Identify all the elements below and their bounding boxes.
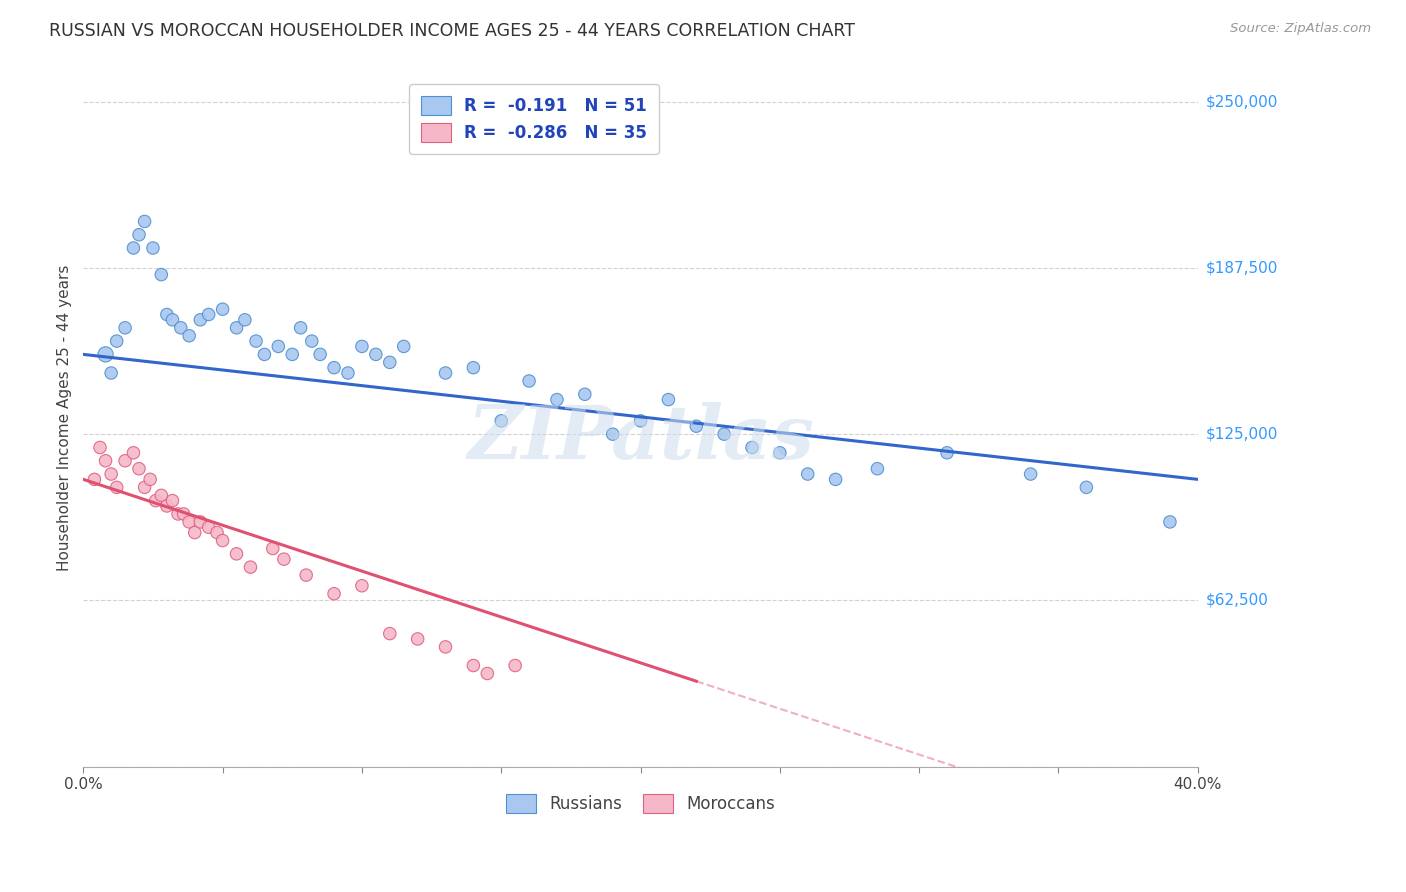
Text: ZIPatlas: ZIPatlas [467, 402, 814, 475]
Point [211, 533, 233, 548]
Point [1076, 480, 1098, 494]
Point [150, 488, 173, 502]
Point [936, 446, 959, 460]
Point [517, 374, 540, 388]
Point [350, 339, 373, 353]
Point [145, 493, 167, 508]
Point [100, 366, 122, 380]
Point [114, 454, 136, 468]
Point [602, 427, 624, 442]
Text: $125,000: $125,000 [1206, 426, 1278, 442]
Point [301, 334, 323, 348]
Point [309, 347, 332, 361]
Point [139, 472, 162, 486]
Point [105, 334, 128, 348]
Point [225, 320, 247, 334]
Point [489, 414, 512, 428]
Point [167, 507, 190, 521]
Point [197, 520, 219, 534]
Point [406, 632, 429, 646]
Legend: Russians, Moroccans: Russians, Moroccans [495, 782, 786, 824]
Point [741, 441, 763, 455]
Point [337, 366, 360, 380]
Point [205, 525, 228, 540]
Point [713, 427, 735, 442]
Point [114, 320, 136, 334]
Point [245, 334, 267, 348]
Point [364, 347, 387, 361]
Point [150, 268, 173, 282]
Y-axis label: Householder Income Ages 25 - 44 years: Householder Income Ages 25 - 44 years [58, 264, 72, 571]
Point [392, 339, 415, 353]
Point [434, 366, 457, 380]
Point [162, 313, 184, 327]
Point [128, 227, 150, 242]
Point [323, 587, 346, 601]
Text: RUSSIAN VS MOROCCAN HOUSEHOLDER INCOME AGES 25 - 44 YEARS CORRELATION CHART: RUSSIAN VS MOROCCAN HOUSEHOLDER INCOME A… [49, 22, 855, 40]
Point [630, 414, 652, 428]
Point [290, 320, 312, 334]
Point [184, 525, 207, 540]
Point [233, 313, 256, 327]
Point [128, 461, 150, 475]
Point [323, 360, 346, 375]
Point [769, 446, 792, 460]
Point [262, 541, 284, 556]
Point [434, 640, 457, 654]
Point [94, 454, 117, 468]
Point [134, 480, 156, 494]
Text: Source: ZipAtlas.com: Source: ZipAtlas.com [1230, 22, 1371, 36]
Point [134, 214, 156, 228]
Point [179, 328, 201, 343]
Point [657, 392, 679, 407]
Point [105, 480, 128, 494]
Point [503, 658, 526, 673]
Point [1019, 467, 1042, 481]
Point [188, 515, 211, 529]
Point [188, 313, 211, 327]
Point [378, 626, 401, 640]
Point [685, 419, 707, 434]
Point [546, 392, 568, 407]
Point [94, 347, 117, 361]
Point [156, 499, 179, 513]
Point [156, 308, 179, 322]
Point [197, 308, 219, 322]
Point [89, 441, 111, 455]
Point [866, 461, 889, 475]
Text: $62,500: $62,500 [1206, 593, 1270, 607]
Point [142, 241, 165, 255]
Text: $250,000: $250,000 [1206, 95, 1278, 109]
Point [122, 241, 145, 255]
Point [574, 387, 596, 401]
Point [83, 472, 105, 486]
Point [211, 302, 233, 317]
Text: $187,500: $187,500 [1206, 260, 1278, 276]
Point [267, 339, 290, 353]
Point [239, 560, 262, 574]
Point [170, 320, 193, 334]
Point [796, 467, 818, 481]
Point [463, 658, 485, 673]
Point [253, 347, 276, 361]
Point [122, 446, 145, 460]
Point [378, 355, 401, 369]
Point [179, 515, 201, 529]
Point [162, 493, 184, 508]
Point [477, 666, 499, 681]
Point [463, 360, 485, 375]
Point [225, 547, 247, 561]
Point [173, 507, 195, 521]
Point [281, 347, 304, 361]
Point [350, 579, 373, 593]
Point [273, 552, 295, 566]
Point [100, 467, 122, 481]
Point [295, 568, 318, 582]
Point [824, 472, 846, 486]
Point [1159, 515, 1181, 529]
